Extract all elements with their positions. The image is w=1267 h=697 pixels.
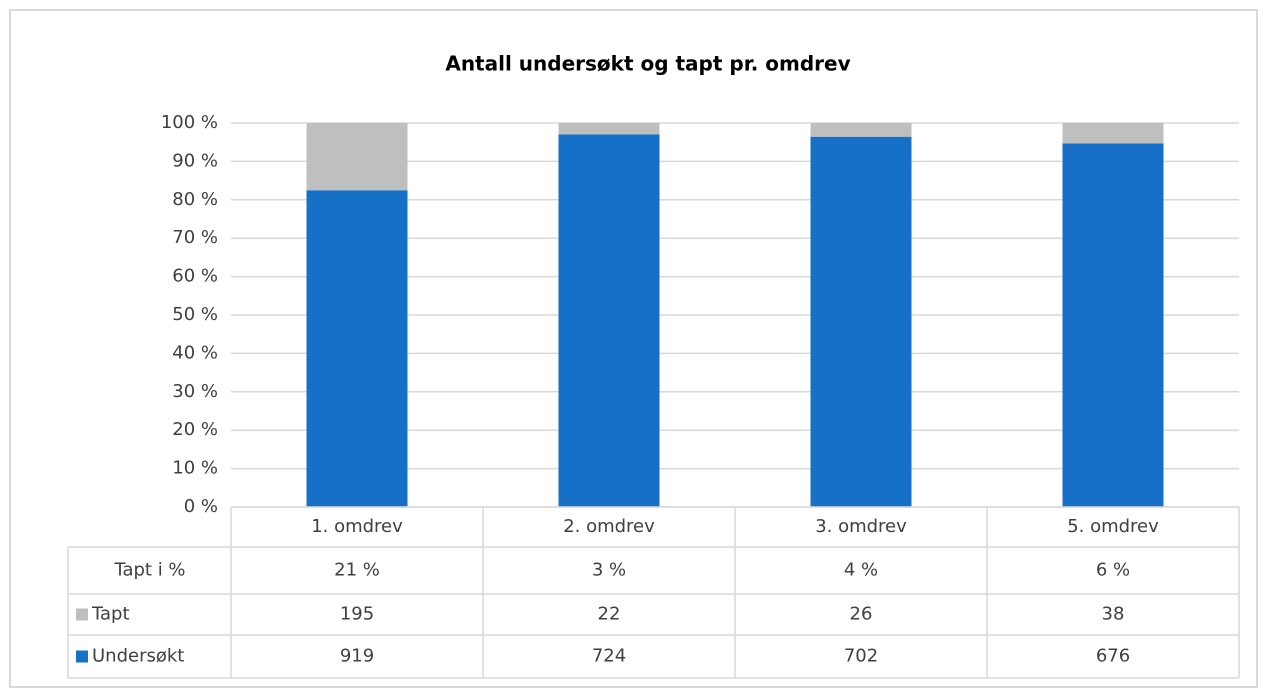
bar-segment <box>306 123 408 191</box>
y-tick-label: 70 % <box>172 227 218 248</box>
legend-swatch <box>76 608 88 621</box>
bar-segment <box>558 123 660 135</box>
chart-title: Antall undersøkt og tapt pr. omdrev <box>445 52 850 76</box>
x-tick-label: 2. omdrev <box>563 516 655 537</box>
y-tick-label: 20 % <box>172 419 218 440</box>
table-cell: 919 <box>340 646 374 667</box>
x-tick-label: 3. omdrev <box>815 516 907 537</box>
legend-label: Undersøkt <box>92 646 184 667</box>
bar-segment <box>1062 143 1164 507</box>
table-cell: 26 <box>850 604 873 625</box>
y-tick-label: 80 % <box>172 189 218 210</box>
x-tick-label: 1. omdrev <box>311 516 403 537</box>
table-cell: 724 <box>592 646 626 667</box>
table-cell: 38 <box>1102 604 1125 625</box>
table-cell: 195 <box>340 604 374 625</box>
table-cell: 22 <box>598 604 621 625</box>
legend-label: Tapt <box>91 604 130 625</box>
table-row-label: Tapt i % <box>113 560 185 581</box>
y-tick-label: 10 % <box>172 458 218 479</box>
table-cell: 4 % <box>844 560 878 581</box>
bar-segment <box>810 123 912 137</box>
y-tick-label: 90 % <box>172 150 218 171</box>
table-cell: 676 <box>1096 646 1130 667</box>
bar-segment <box>306 190 408 508</box>
table-cell: 702 <box>844 646 878 667</box>
y-tick-label: 50 % <box>172 304 218 325</box>
y-tick-label: 30 % <box>172 381 218 402</box>
bar-segment <box>1062 123 1164 144</box>
table-cell: 21 % <box>334 560 380 581</box>
legend-swatch <box>76 650 88 663</box>
table-cell: 3 % <box>592 560 626 581</box>
x-tick-label: 5. omdrev <box>1067 516 1159 537</box>
y-tick-label: 40 % <box>172 342 218 363</box>
bar-segment <box>558 134 660 507</box>
table-cell: 6 % <box>1096 560 1130 581</box>
y-tick-label: 60 % <box>172 266 218 287</box>
y-tick-label: 100 % <box>161 112 218 133</box>
y-tick-label: 0 % <box>184 496 218 517</box>
bar-segment <box>810 136 912 507</box>
